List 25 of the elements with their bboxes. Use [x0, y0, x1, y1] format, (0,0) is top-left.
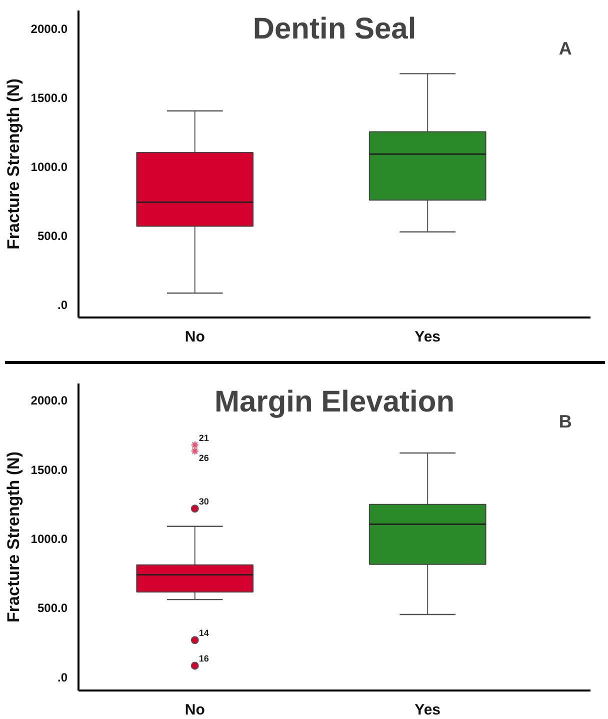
y-tick-label: 1500.0: [30, 90, 68, 105]
x-tick-label: Yes: [414, 328, 441, 346]
y-axis-title: Fracture Strength (N): [4, 452, 23, 622]
annotation: 16: [198, 654, 209, 664]
annotation: B: [558, 412, 572, 432]
y-tick-label: .0: [57, 298, 68, 312]
chart-title: Dentin Seal: [252, 12, 416, 46]
y-tick-label: 2000.0: [30, 22, 68, 36]
y-tick-label: 1000.0: [30, 160, 68, 174]
x-tick-label: No: [184, 328, 205, 346]
y-tick-label: 500.0: [37, 601, 68, 616]
y-tick-label: 1500.0: [30, 462, 68, 477]
annotation: 14: [198, 628, 209, 638]
x-tick-label: No: [184, 702, 205, 718]
x-tick-label: Yes: [414, 702, 441, 718]
annotation: 30: [198, 496, 209, 507]
y-tick-label: 2000.0: [30, 394, 68, 408]
y-axis-title: Fracture Strength (N): [4, 78, 23, 250]
chart-title: Margin Elevation: [214, 386, 455, 418]
y-tick-label: .0: [57, 670, 68, 684]
annotation: 26: [198, 453, 209, 464]
y-tick-label: 1000.0: [30, 532, 68, 546]
y-tick-label: 500.0: [37, 228, 68, 243]
annotation: 21: [198, 432, 209, 443]
annotation: A: [558, 38, 572, 58]
